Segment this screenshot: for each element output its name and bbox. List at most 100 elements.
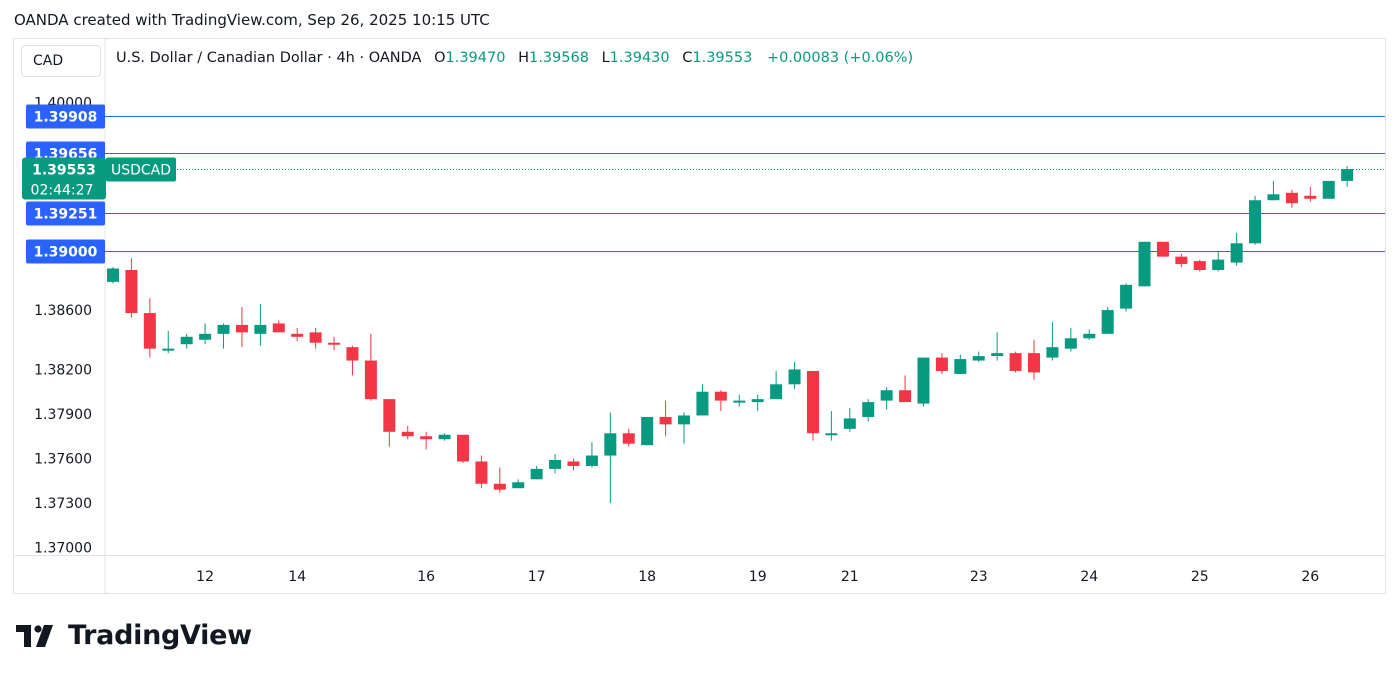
y-tick-label: 1.37000: [34, 541, 92, 557]
bearish-candle[interactable]: [125, 270, 138, 314]
bearish-candle[interactable]: [493, 483, 506, 490]
bullish-candle[interactable]: [217, 324, 230, 334]
low-label: L: [601, 50, 610, 66]
bullish-candle[interactable]: [843, 418, 856, 429]
bearish-candle[interactable]: [1193, 261, 1206, 270]
bullish-candle[interactable]: [1120, 284, 1133, 309]
open-label: O: [434, 50, 446, 66]
bullish-candle[interactable]: [512, 482, 525, 489]
tradingview-logo-icon: [16, 624, 53, 647]
bullish-candle[interactable]: [530, 468, 543, 480]
bullish-candle[interactable]: [1322, 180, 1335, 199]
bullish-candle[interactable]: [254, 324, 267, 334]
bullish-candle[interactable]: [1249, 200, 1262, 244]
x-tick-label: 24: [1080, 569, 1098, 585]
bearish-candle[interactable]: [714, 391, 727, 401]
bullish-candle[interactable]: [954, 359, 967, 374]
bearish-candle[interactable]: [1304, 195, 1317, 199]
y-tick-label: 1.38200: [34, 362, 92, 378]
bullish-candle[interactable]: [972, 356, 985, 361]
bullish-candle[interactable]: [107, 268, 119, 282]
bearish-candle[interactable]: [1028, 353, 1040, 373]
bearish-candle[interactable]: [475, 461, 488, 484]
bullish-candle[interactable]: [788, 369, 801, 385]
low-value: 1.39430: [609, 50, 670, 66]
x-tick-label: 16: [417, 569, 435, 585]
bullish-candle[interactable]: [770, 384, 783, 400]
bullish-candle[interactable]: [180, 336, 193, 345]
x-tick-label: 12: [196, 569, 214, 585]
tradingview-wordmark: TradingView: [68, 620, 252, 651]
x-tick-label: 18: [638, 569, 656, 585]
bearish-candle[interactable]: [567, 461, 580, 466]
bullish-candle[interactable]: [1138, 241, 1151, 287]
bearish-candle[interactable]: [899, 390, 912, 403]
currency-unit-button[interactable]: CAD: [21, 45, 101, 77]
bullish-candle[interactable]: [1101, 310, 1114, 334]
bearish-candle[interactable]: [143, 313, 156, 349]
bullish-candle[interactable]: [917, 357, 930, 404]
price-level-label-bg: [26, 104, 105, 129]
x-tick-label: 23: [970, 569, 988, 585]
bearish-candle[interactable]: [235, 324, 248, 333]
bearish-candle[interactable]: [309, 332, 322, 343]
bullish-candle[interactable]: [438, 434, 451, 440]
chart-frame: [13, 38, 1386, 594]
bearish-candle[interactable]: [328, 342, 341, 345]
bearish-candle[interactable]: [1156, 241, 1169, 257]
bullish-candle[interactable]: [1083, 333, 1096, 339]
price-level-label: 1.39908: [34, 110, 98, 126]
x-tick-label: 25: [1191, 569, 1209, 585]
bullish-candle[interactable]: [1046, 347, 1059, 358]
bullish-candle[interactable]: [641, 416, 654, 446]
y-tick-label: 1.38600: [34, 303, 92, 319]
bearish-candle[interactable]: [935, 357, 948, 371]
symbol-tag-label: USDCAD: [111, 163, 171, 179]
tradingview-logo[interactable]: TradingView: [16, 620, 252, 651]
bullish-candle[interactable]: [825, 433, 838, 436]
bearish-candle[interactable]: [346, 347, 359, 361]
bearish-candle[interactable]: [1285, 192, 1298, 204]
bullish-candle[interactable]: [1230, 243, 1243, 263]
bullish-candle[interactable]: [585, 455, 598, 466]
bullish-candle[interactable]: [991, 353, 1004, 357]
bearish-candle[interactable]: [364, 360, 377, 400]
bullish-candle[interactable]: [604, 433, 617, 456]
bearish-candle[interactable]: [622, 433, 635, 444]
bearish-candle[interactable]: [659, 416, 672, 425]
bearish-candle[interactable]: [272, 323, 285, 333]
current-price-badge[interactable]: [22, 157, 106, 200]
bearish-candle[interactable]: [1175, 256, 1188, 265]
bullish-candle[interactable]: [1267, 194, 1280, 201]
bullish-candle[interactable]: [1341, 169, 1354, 181]
price-level-label-bg: [26, 239, 105, 264]
high-value: 1.39568: [528, 50, 589, 66]
bearish-candle[interactable]: [420, 436, 433, 440]
bullish-candle[interactable]: [199, 333, 212, 340]
bullish-candle[interactable]: [733, 400, 746, 403]
bullish-candle[interactable]: [1064, 338, 1077, 349]
chart-credit: OANDA created with TradingView.com, Sep …: [14, 11, 490, 29]
close-label: C: [682, 50, 693, 66]
bullish-candle[interactable]: [862, 402, 875, 417]
price-change: +0.00083 (+0.06%): [766, 50, 914, 66]
bearish-candle[interactable]: [291, 333, 304, 337]
bearish-candle[interactable]: [383, 399, 396, 432]
bullish-candle[interactable]: [549, 460, 562, 469]
x-tick-label: 14: [288, 569, 306, 585]
bearish-candle[interactable]: [401, 431, 414, 437]
bullish-candle[interactable]: [696, 391, 709, 416]
bearish-candle[interactable]: [806, 370, 819, 434]
bearish-candle[interactable]: [1009, 353, 1022, 371]
bearish-candle[interactable]: [456, 434, 469, 462]
bullish-candle[interactable]: [162, 348, 175, 351]
bullish-candle[interactable]: [880, 390, 893, 401]
bullish-candle[interactable]: [1212, 259, 1225, 270]
symbol-legend: U.S. Dollar / Canadian Dollar · 4h · OAN…: [116, 50, 913, 66]
y-tick-label: 1.37900: [34, 407, 92, 423]
bullish-candle[interactable]: [751, 399, 764, 403]
bullish-candle[interactable]: [678, 415, 691, 425]
close-value: 1.39553: [692, 50, 753, 66]
y-tick-label: 1.37600: [34, 452, 92, 468]
